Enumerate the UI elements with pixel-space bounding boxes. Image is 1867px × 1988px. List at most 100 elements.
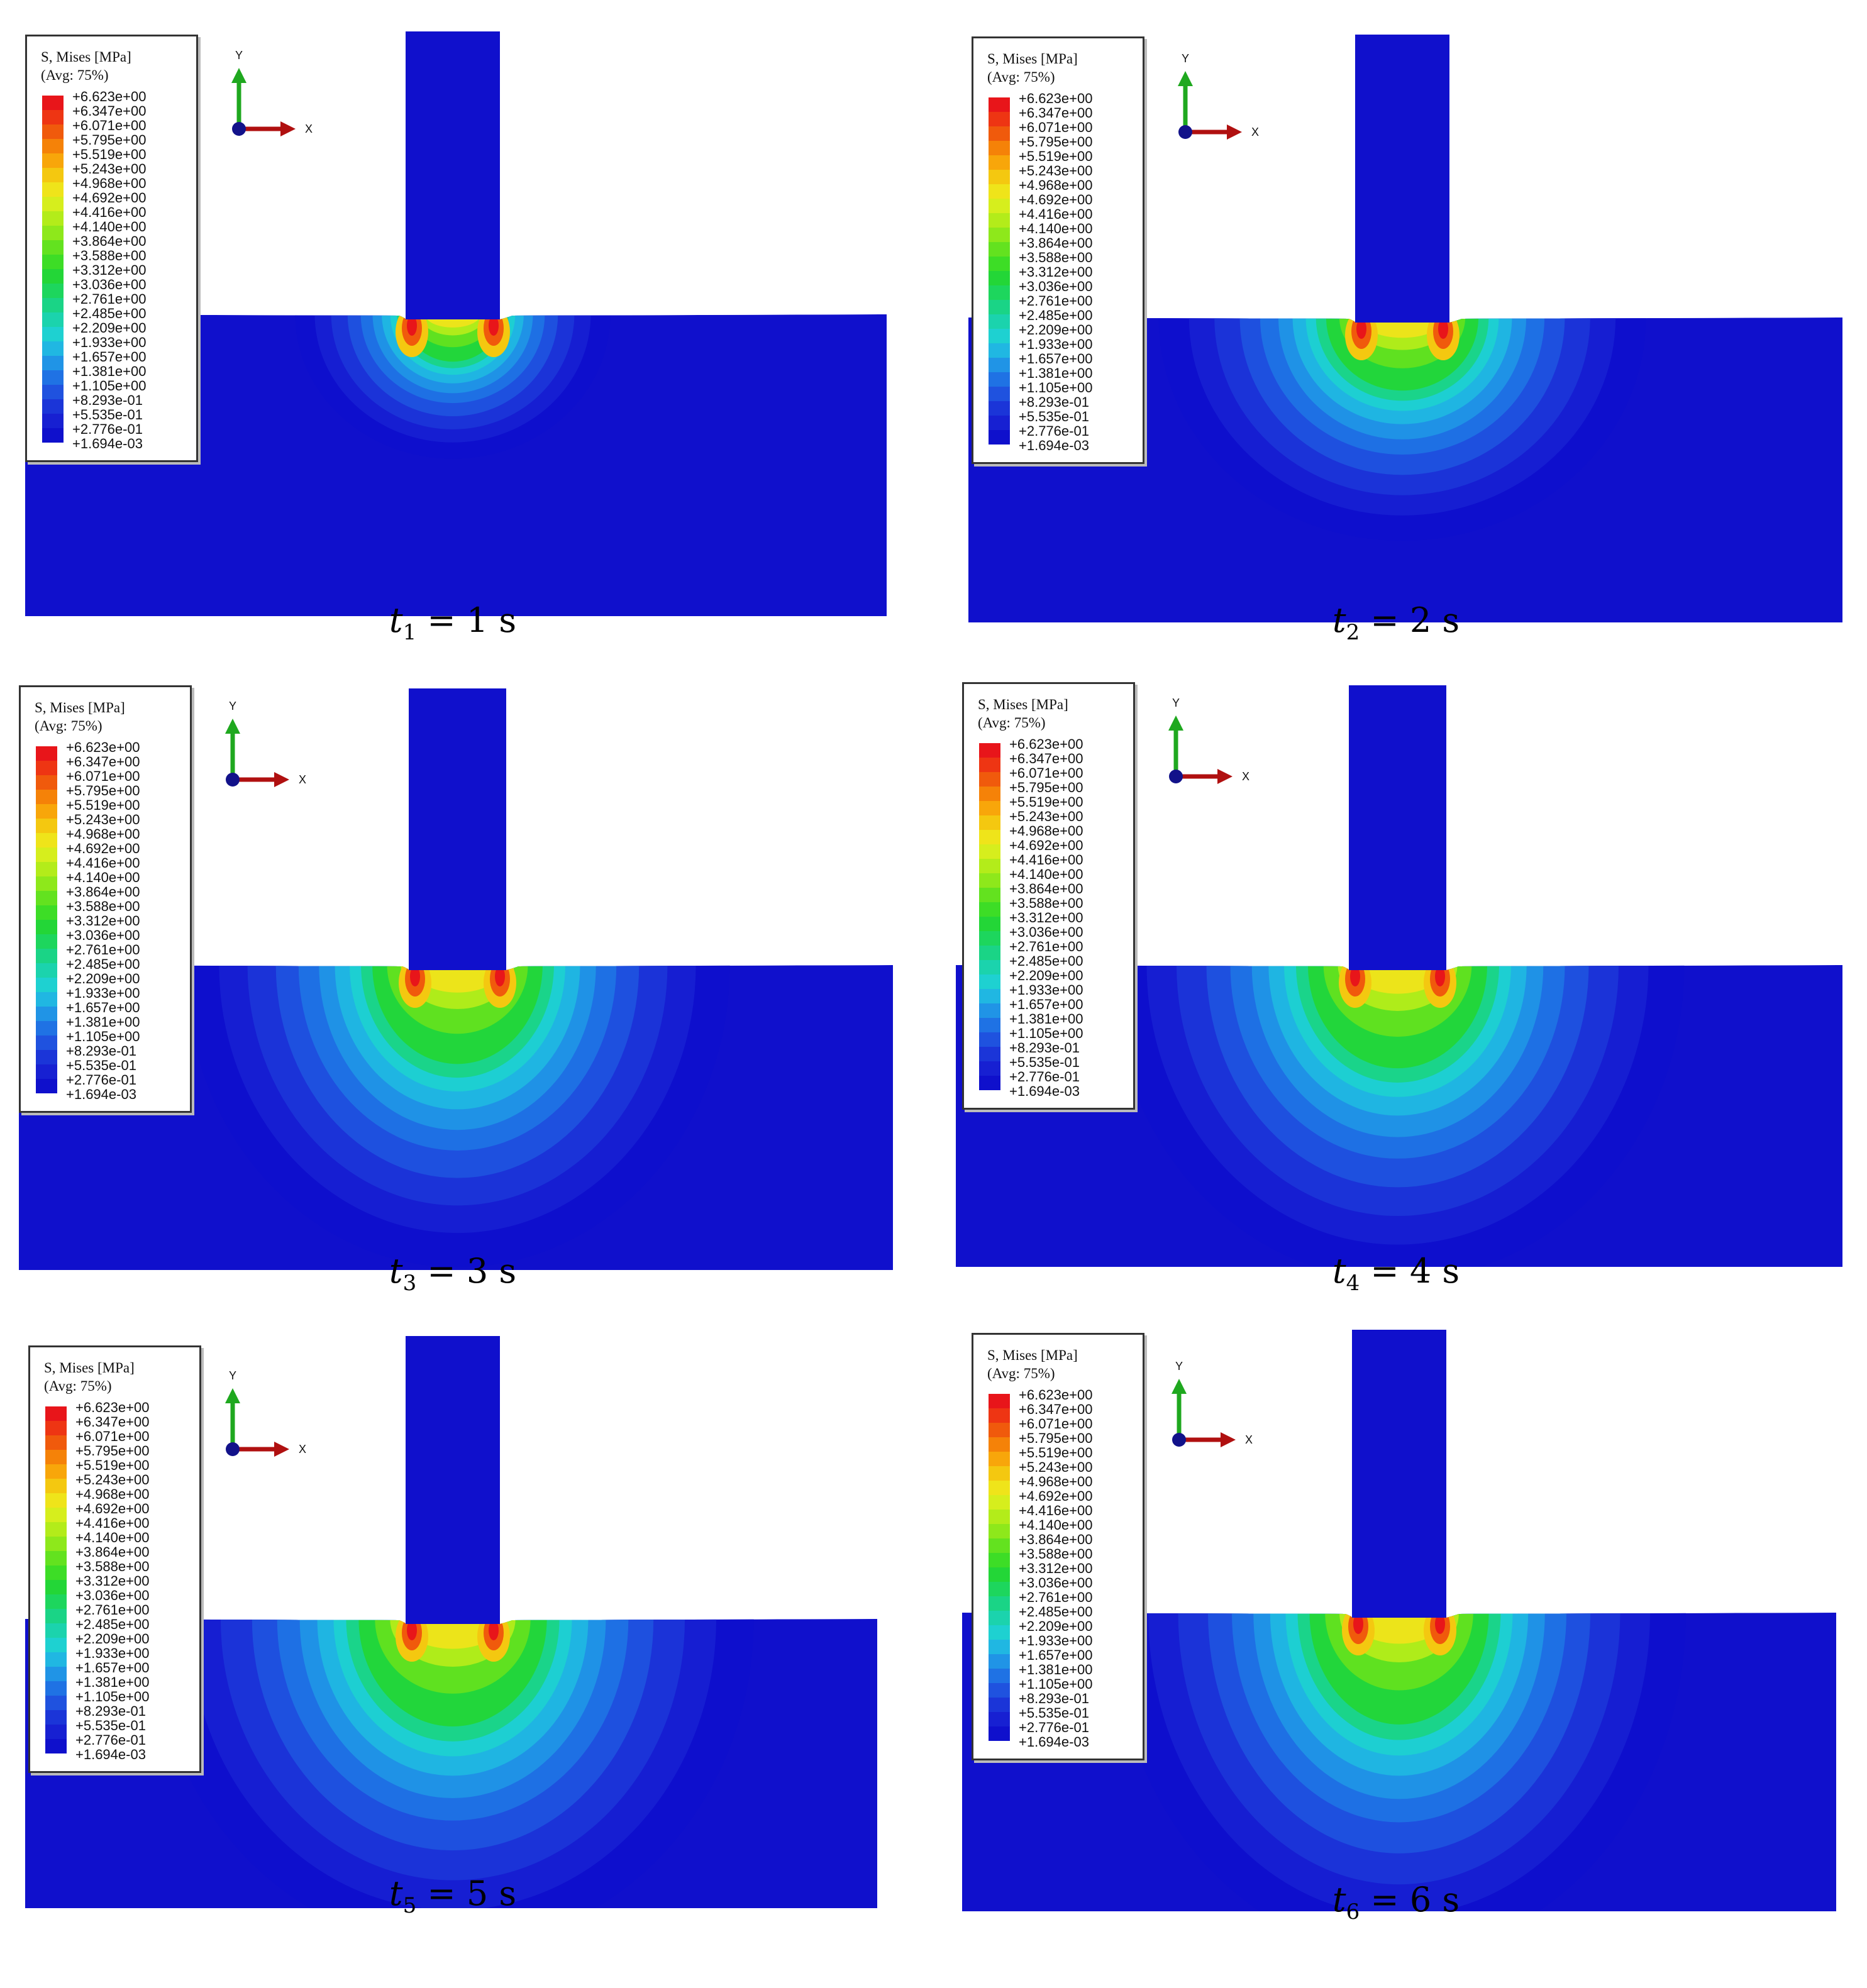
- legend-value: +3.312e+00: [66, 913, 140, 929]
- time-caption: t6 = 6 s: [1176, 1880, 1616, 1924]
- legend-swatch: [36, 790, 57, 804]
- legend-swatch: [979, 801, 1000, 815]
- legend-value: +6.071e+00: [1019, 1416, 1093, 1432]
- legend-swatch: [36, 1050, 57, 1064]
- legend-swatch: [36, 1064, 57, 1079]
- legend-color-bar: [42, 96, 64, 443]
- legend-value: +3.036e+00: [1019, 279, 1093, 294]
- y-axis-label: Y: [1172, 698, 1180, 709]
- legend-value: +3.036e+00: [1019, 1575, 1093, 1591]
- legend-value: +2.761e+00: [75, 1602, 150, 1618]
- legend-title-line1: S, Mises [MPa]: [44, 1360, 135, 1376]
- indenter: [1352, 1330, 1446, 1618]
- legend-swatch: [989, 343, 1010, 358]
- stress-contours: [968, 318, 1842, 622]
- caption-subscript: 1: [402, 620, 417, 645]
- legend-value: +3.588e+00: [66, 898, 140, 914]
- legend-value: +8.293e-01: [1019, 394, 1089, 410]
- legend-swatch: [989, 1596, 1010, 1611]
- legend-value: +5.243e+00: [1019, 163, 1093, 179]
- legend-value: +1.694e-03: [1019, 438, 1089, 453]
- legend-value: +4.692e+00: [66, 841, 140, 856]
- legend-swatch: [989, 155, 1010, 170]
- legend-value: +3.036e+00: [75, 1588, 150, 1603]
- y-axis-label: Y: [235, 50, 243, 62]
- legend-value: +5.535e-01: [75, 1718, 146, 1733]
- legend-value: +6.347e+00: [72, 103, 147, 119]
- legend-value: +4.416e+00: [72, 204, 147, 220]
- legend-swatch: [989, 1481, 1010, 1495]
- legend-swatch: [989, 329, 1010, 343]
- legend-swatch: [979, 1032, 1000, 1047]
- legend-value: +8.293e-01: [75, 1703, 146, 1719]
- legend-value: +2.761e+00: [66, 942, 140, 958]
- legend-value: +3.588e+00: [72, 248, 147, 263]
- caption-variable: t: [389, 1874, 403, 1913]
- legend-value: +1.694e-03: [1019, 1734, 1089, 1750]
- stress-contours: [962, 1613, 1836, 1911]
- time-caption: t2 = 2 s: [1176, 600, 1616, 645]
- legend-swatch: [42, 341, 64, 356]
- legend-swatch: [989, 1698, 1010, 1712]
- legend-swatch: [45, 1406, 67, 1421]
- legend-value: +3.864e+00: [1009, 881, 1083, 897]
- legend-swatch: [989, 1408, 1010, 1423]
- legend-swatch: [989, 199, 1010, 213]
- legend-value: +2.485e+00: [72, 306, 147, 321]
- legend-swatch: [42, 211, 64, 226]
- legend-swatch: [36, 992, 57, 1007]
- legend-swatch: [36, 876, 57, 891]
- y-axis-label: Y: [1182, 53, 1189, 65]
- legend-swatch: [36, 848, 57, 862]
- legend-swatch: [989, 372, 1010, 387]
- legend-value: +1.381e+00: [1019, 1662, 1093, 1677]
- legend-swatch: [42, 153, 64, 168]
- legend-value: +1.657e+00: [1009, 997, 1083, 1012]
- legend-swatch: [989, 1394, 1010, 1408]
- legend-value: +3.588e+00: [1019, 250, 1093, 265]
- legend-value: +2.209e+00: [1019, 322, 1093, 338]
- legend-value: +1.933e+00: [66, 985, 140, 1001]
- legend-title-line1: S, Mises [MPa]: [987, 51, 1078, 67]
- caption-variable: t: [389, 600, 403, 640]
- legend-swatch: [45, 1566, 67, 1580]
- x-axis-label: X: [305, 123, 313, 135]
- legend-value: +1.657e+00: [75, 1660, 150, 1676]
- legend-swatch: [42, 312, 64, 327]
- legend-value: +6.347e+00: [75, 1414, 150, 1430]
- legend-values: +6.623e+00 +6.347e+00 +6.071e+00 +5.795e+00…: [75, 1400, 149, 1762]
- legend-value: +1.105e+00: [1019, 380, 1093, 395]
- legend-swatch: [36, 891, 57, 905]
- legend-value: +4.968e+00: [1019, 177, 1093, 193]
- legend-title: S, Mises [MPa] (Avg: 75%): [978, 695, 1068, 732]
- legend-swatch: [42, 370, 64, 385]
- legend-swatch: [989, 314, 1010, 329]
- legend-swatch: [989, 430, 1010, 445]
- legend-swatch: [989, 1654, 1010, 1669]
- legend-swatch: [989, 228, 1010, 242]
- legend-value: +2.776e-01: [72, 421, 143, 437]
- legend-swatch: [36, 963, 57, 978]
- legend-value: +2.209e+00: [1019, 1618, 1093, 1634]
- legend-value: +6.623e+00: [1019, 1387, 1093, 1403]
- legend-value: +4.416e+00: [1009, 852, 1083, 868]
- legend-swatch: [36, 949, 57, 963]
- legend-value: +5.795e+00: [1019, 134, 1093, 150]
- legend-swatch: [36, 978, 57, 992]
- legend-swatch: [36, 1079, 57, 1093]
- legend-value: +4.140e+00: [66, 870, 140, 885]
- legend-value: +2.776e-01: [1009, 1069, 1080, 1085]
- legend-value: +6.347e+00: [1019, 105, 1093, 121]
- x-axis-label: X: [1245, 1433, 1253, 1446]
- legend-title: S, Mises [MPa] (Avg: 75%): [987, 50, 1078, 86]
- legend-swatch: [989, 1582, 1010, 1596]
- legend-value: +4.692e+00: [72, 190, 147, 206]
- legend-value: +3.588e+00: [1009, 895, 1083, 911]
- legend-value: +5.519e+00: [1019, 1445, 1093, 1461]
- legend-swatch: [989, 1437, 1010, 1452]
- legend-value: +5.535e-01: [1019, 409, 1089, 424]
- legend-value: +1.105e+00: [75, 1689, 150, 1704]
- legend-values: +6.623e+00 +6.347e+00 +6.071e+00 +5.795e+00…: [1019, 1388, 1092, 1749]
- legend-value: +2.761e+00: [1019, 293, 1093, 309]
- legend-swatch: [42, 168, 64, 182]
